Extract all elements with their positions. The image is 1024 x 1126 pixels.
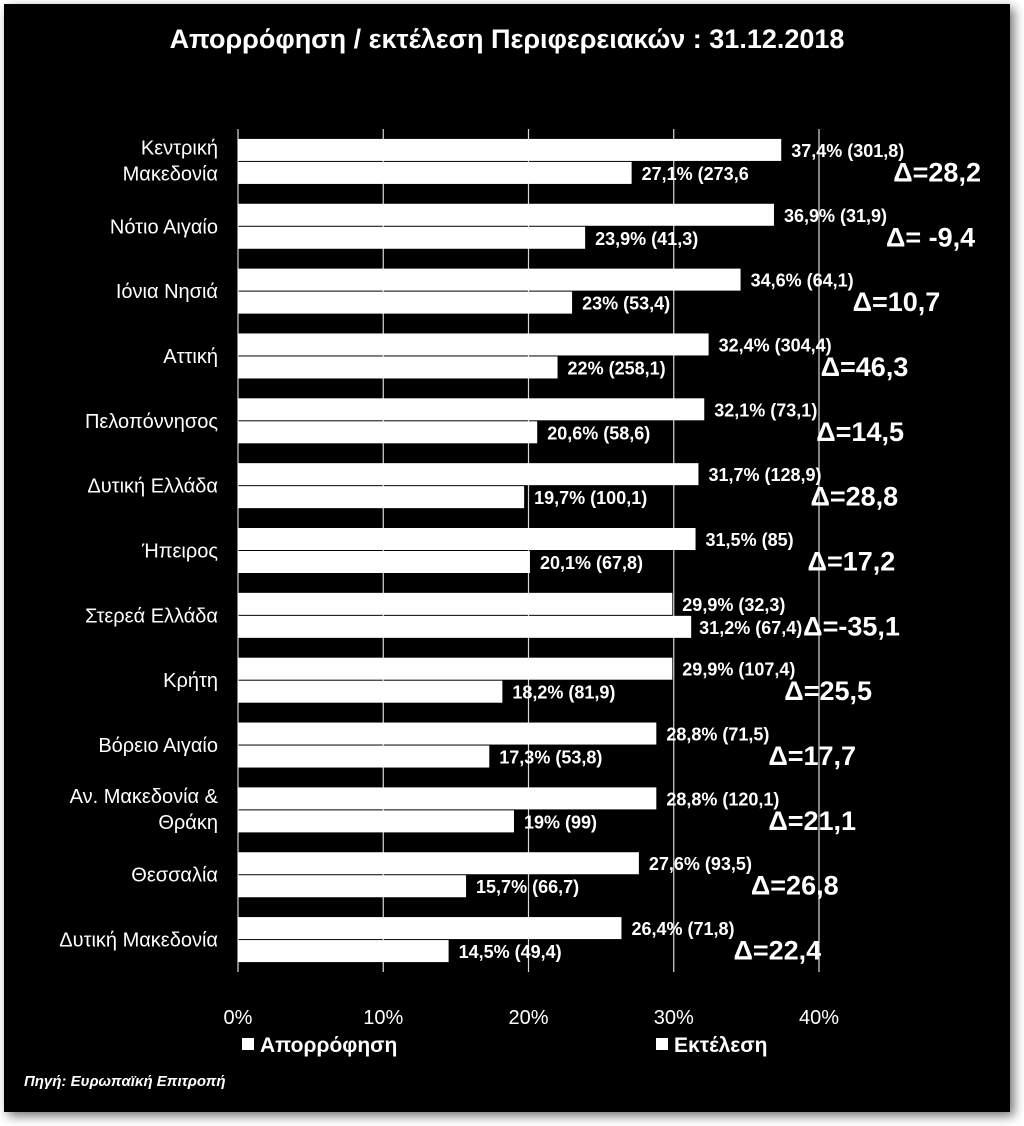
category-label-6: Ήπειρος bbox=[141, 541, 218, 563]
bar-absorption-3 bbox=[238, 333, 709, 356]
data-labels: 37,4% (301,8) 27,1% (273,6 36,9% (31,9) 23,… bbox=[459, 141, 905, 962]
chart-frame: Απορρόφηση / εκτέλεση Περιφερειακών : 31… bbox=[4, 4, 1010, 1112]
bar-execution-9 bbox=[238, 745, 490, 768]
legend-swatch-absorption bbox=[242, 1038, 254, 1050]
x-tick-label-3: 30% bbox=[654, 1007, 694, 1029]
label-execution-10: 19% (99) bbox=[524, 812, 597, 832]
label-execution-5: 19,7% (100,1) bbox=[534, 488, 647, 508]
label-absorption-8: 29,9% (107,4) bbox=[682, 660, 795, 680]
delta-label-10: Δ=21,1 bbox=[768, 806, 856, 836]
bar-absorption-7 bbox=[238, 592, 673, 615]
category-label-4: Πελοπόννησος bbox=[85, 411, 218, 433]
label-absorption-2: 34,6% (64,1) bbox=[751, 271, 854, 291]
label-absorption-5: 31,7% (128,9) bbox=[708, 465, 821, 485]
category-label-10: Αν. Μακεδονία & Θράκη bbox=[70, 786, 219, 834]
grid-lines bbox=[237, 129, 820, 972]
delta-label-0: Δ=28,2 bbox=[893, 157, 981, 187]
delta-label-3: Δ=46,3 bbox=[821, 352, 909, 382]
bar-execution-8 bbox=[238, 680, 503, 703]
bar-execution-4 bbox=[238, 421, 538, 444]
label-absorption-3: 32,4% (304,4) bbox=[719, 335, 832, 355]
bar-execution-10 bbox=[238, 810, 514, 833]
label-execution-2: 23% (53,4) bbox=[582, 294, 670, 314]
category-label-1: Νότιο Αιγαίο bbox=[110, 216, 218, 238]
bar-execution-12 bbox=[238, 940, 449, 963]
label-absorption-0: 37,4% (301,8) bbox=[791, 141, 904, 161]
bar-absorption-6 bbox=[238, 528, 696, 550]
bar-absorption-5 bbox=[238, 463, 699, 486]
delta-label-6: Δ=17,2 bbox=[808, 547, 896, 577]
x-tick-label-4: 40% bbox=[799, 1007, 839, 1029]
bars bbox=[238, 138, 782, 963]
delta-label-2: Δ=10,7 bbox=[853, 287, 941, 317]
category-label-7: Στερεά Ελλάδα bbox=[85, 605, 218, 627]
category-label-2: Ιόνια Νησιά bbox=[116, 281, 218, 303]
delta-label-7: Δ=-35,1 bbox=[803, 611, 900, 641]
bar-execution-0 bbox=[238, 161, 632, 184]
category-label-5: Δυτική Ελλάδα bbox=[87, 476, 218, 498]
label-absorption-9: 28,8% (71,5) bbox=[666, 725, 769, 745]
label-execution-12: 14,5% (49,4) bbox=[459, 942, 562, 962]
bar-execution-3 bbox=[238, 356, 558, 379]
category-label-9: Βόρειο Αιγαίο bbox=[98, 735, 218, 757]
bar-execution-2 bbox=[238, 291, 573, 314]
label-execution-4: 20,6% (58,6) bbox=[547, 423, 650, 443]
delta-label-9: Δ=17,7 bbox=[768, 741, 856, 771]
label-absorption-4: 32,1% (73,1) bbox=[714, 400, 817, 420]
label-execution-0: 27,1% (273,6 bbox=[642, 164, 749, 184]
category-label-0: Κεντρική Μακεδονία bbox=[123, 137, 218, 185]
delta-label-11: Δ=26,8 bbox=[751, 871, 839, 901]
bar-absorption-1 bbox=[238, 203, 774, 226]
legend: Απορρόφηση Εκτέλεση bbox=[242, 1034, 767, 1057]
delta-label-1: Δ= -9,4 bbox=[886, 222, 975, 252]
label-absorption-1: 36,9% (31,9) bbox=[784, 206, 887, 226]
label-execution-8: 18,2% (81,9) bbox=[512, 683, 615, 703]
delta-label-12: Δ=22,4 bbox=[733, 936, 821, 966]
category-label-8: Κρήτη bbox=[163, 670, 218, 692]
x-tick-label-0: 0% bbox=[224, 1007, 253, 1029]
label-execution-11: 15,7% (66,7) bbox=[476, 877, 579, 897]
bar-absorption-8 bbox=[238, 657, 673, 680]
legend-label-absorption: Απορρόφηση bbox=[260, 1034, 397, 1057]
bar-execution-6 bbox=[238, 551, 530, 573]
delta-label-4: Δ=14,5 bbox=[816, 417, 904, 447]
category-label-11: Θεσσαλία bbox=[131, 865, 218, 887]
delta-label-8: Δ=25,5 bbox=[784, 676, 872, 706]
x-axis-ticks: 0% 10% 20% 30% 40% bbox=[224, 1007, 840, 1029]
category-label-12: Δυτική Μακεδονία bbox=[59, 930, 218, 952]
delta-label-5: Δ=28,8 bbox=[810, 482, 898, 512]
label-absorption-12: 26,4% (71,8) bbox=[631, 919, 734, 939]
label-execution-1: 23,9% (41,3) bbox=[595, 229, 698, 249]
source-note: Πηγή: Ευρωπαϊκή Επιτροπή bbox=[24, 1073, 226, 1090]
bar-absorption-9 bbox=[238, 722, 657, 745]
bar-execution-7 bbox=[238, 615, 692, 638]
bar-absorption-12 bbox=[238, 917, 622, 940]
label-absorption-7: 29,9% (32,3) bbox=[682, 595, 785, 615]
chart-title: Απορρόφηση / εκτέλεση Περιφερειακών : 31… bbox=[170, 24, 845, 54]
legend-swatch-execution bbox=[656, 1038, 668, 1050]
bar-absorption-10 bbox=[238, 787, 657, 810]
bar-absorption-4 bbox=[238, 398, 705, 421]
bar-chart: Απορρόφηση / εκτέλεση Περιφερειακών : 31… bbox=[24, 24, 981, 1090]
bar-execution-5 bbox=[238, 486, 525, 509]
label-absorption-11: 27,6% (93,5) bbox=[649, 854, 752, 874]
bar-absorption-11 bbox=[238, 852, 639, 875]
label-execution-9: 17,3% (53,8) bbox=[499, 748, 602, 768]
label-execution-7: 31,2% (67,4) bbox=[699, 618, 802, 638]
label-absorption-10: 28,8% (120,1) bbox=[666, 789, 779, 809]
bar-absorption-0 bbox=[238, 138, 782, 161]
bar-absorption-2 bbox=[238, 268, 741, 291]
bar-execution-11 bbox=[238, 875, 467, 898]
legend-label-execution: Εκτέλεση bbox=[674, 1034, 767, 1057]
label-execution-3: 22% (258,1) bbox=[568, 358, 666, 378]
label-absorption-6: 31,5% (85) bbox=[706, 530, 794, 550]
x-tick-label-2: 20% bbox=[508, 1007, 548, 1029]
delta-labels: Δ=28,2 Δ= -9,4 Δ=10,7 Δ=46,3 Δ=14,5 Δ=28,8 Δ=1… bbox=[733, 157, 981, 965]
category-labels: Κεντρική Μακεδονία Νότιο Αιγαίο Ιόνια Νησιά… bbox=[59, 137, 218, 951]
x-tick-label-1: 10% bbox=[363, 1007, 403, 1029]
bar-execution-1 bbox=[238, 226, 586, 249]
label-execution-6: 20,1% (67,8) bbox=[540, 553, 643, 573]
category-label-3: Αττική bbox=[163, 346, 218, 368]
